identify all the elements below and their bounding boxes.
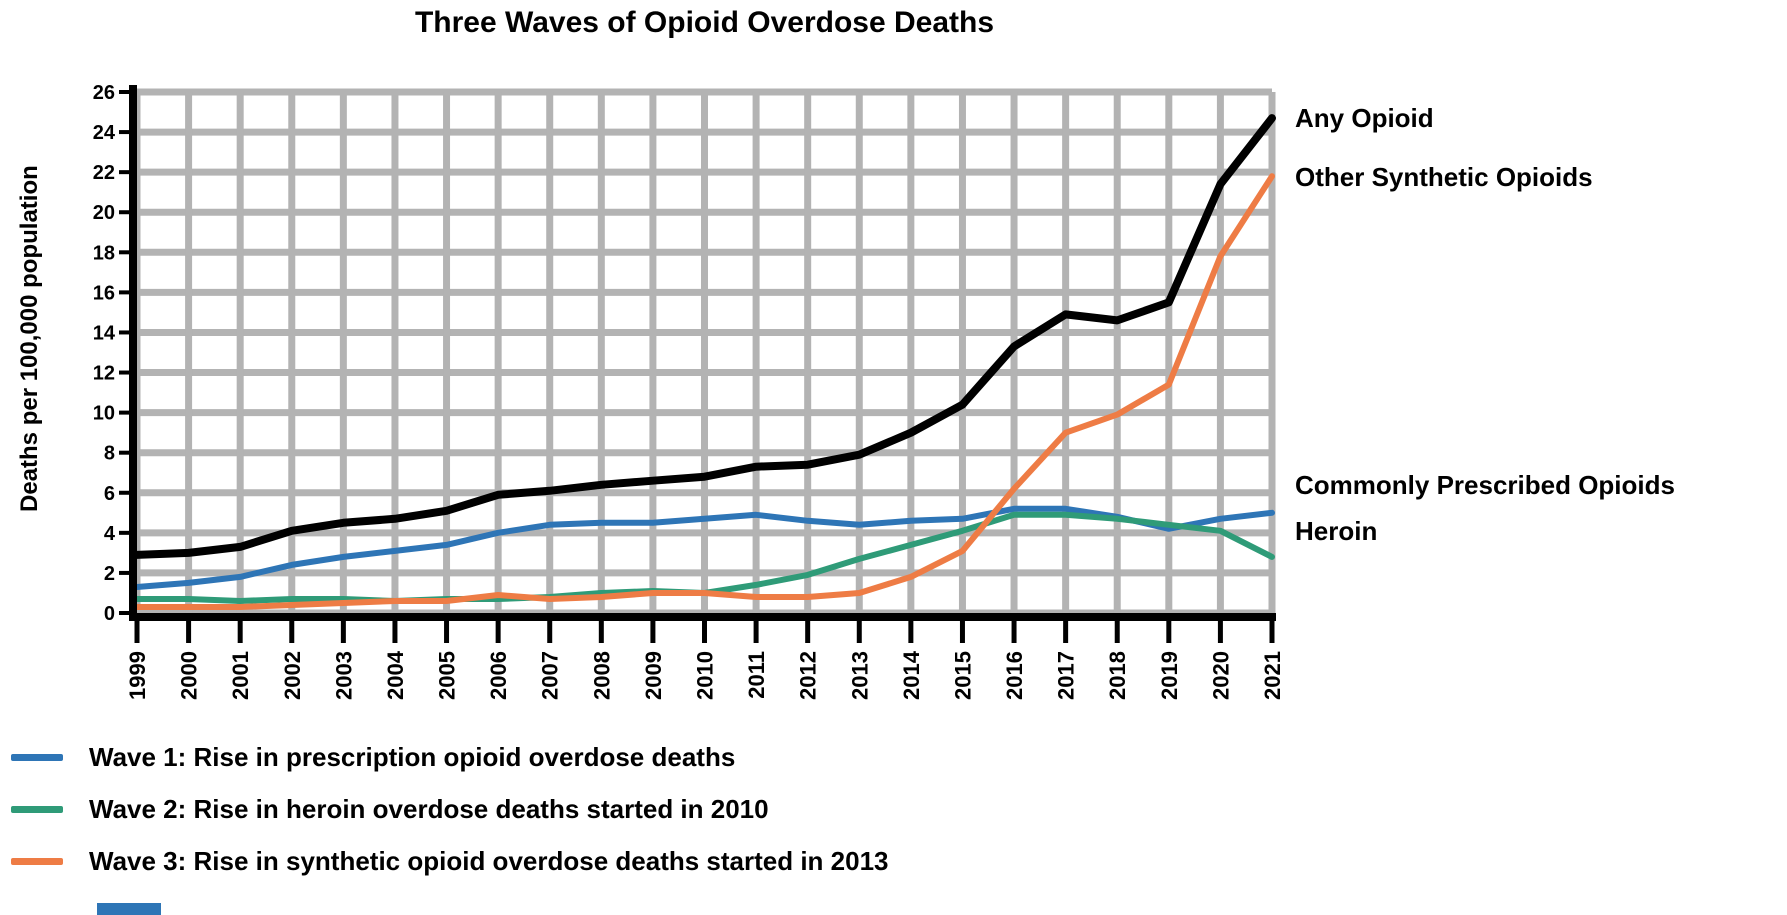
- x-tick-label: 2020: [1208, 651, 1233, 700]
- legend-label-wave3: Wave 3: Rise in synthetic opioid overdos…: [89, 846, 889, 876]
- legend-item-wave1: Wave 1: Rise in prescription opioid over…: [11, 742, 889, 773]
- legend-item-wave3: Wave 3: Rise in synthetic opioid overdos…: [11, 846, 889, 877]
- y-tick-label: 14: [93, 322, 116, 344]
- x-tick-label: 2010: [693, 651, 718, 700]
- x-tick-label: 2015: [951, 651, 976, 700]
- series-lines: [133, 114, 1276, 610]
- x-tick-label: 1999: [125, 651, 150, 700]
- wave3-line-swatch: [11, 858, 63, 865]
- annotation-other-synthetic-opioids: Other Synthetic Opioids: [1295, 162, 1593, 192]
- x-tick-label: 2017: [1054, 651, 1079, 700]
- x-tick-label: 2000: [177, 651, 202, 700]
- line-other-synthetic-opioids: [134, 173, 1275, 610]
- x-tick-label: 2016: [1002, 651, 1027, 700]
- y-tick-label: 22: [93, 162, 115, 184]
- legend-item-wave2: Wave 2: Rise in heroin overdose deaths s…: [11, 794, 889, 825]
- y-tick-label: 26: [93, 82, 115, 104]
- x-tick-label: 2001: [228, 651, 253, 700]
- x-tick-label: 2012: [796, 651, 821, 700]
- annotation-any-opioid: Any Opioid: [1295, 103, 1434, 133]
- grid-lines: [133, 88, 1276, 617]
- legend: Wave 1: Rise in prescription opioid over…: [11, 742, 889, 898]
- x-tick-label: 2011: [744, 651, 769, 699]
- y-tick-label: 6: [104, 483, 115, 505]
- chart-title: Three Waves of Opioid Overdose Deaths: [414, 6, 995, 39]
- y-tick-label: 18: [93, 242, 115, 264]
- x-tick-label: 2019: [1157, 651, 1182, 700]
- x-tick-label: 2014: [899, 650, 924, 700]
- wave2-line-swatch: [11, 806, 63, 813]
- x-tick-label: 2006: [486, 651, 511, 700]
- annotation-commonly-prescribed-opioids: Commonly Prescribed Opioids: [1295, 470, 1675, 500]
- y-tick-label: 4: [104, 523, 116, 545]
- y-axis-title: Deaths per 100,000 population: [16, 165, 43, 512]
- y-tick-label: 16: [93, 282, 115, 304]
- x-tick-label: 2018: [1105, 651, 1130, 700]
- x-tick-label: 2004: [383, 650, 408, 700]
- axes: [129, 85, 1276, 621]
- partial-blue-element: [97, 903, 161, 915]
- y-tick-label: 10: [93, 403, 115, 425]
- x-tick-label: 2002: [280, 651, 305, 700]
- y-tick-label: 20: [93, 202, 115, 224]
- x-tick-label: 2007: [538, 651, 563, 700]
- legend-label-wave1: Wave 1: Rise in prescription opioid over…: [89, 742, 736, 772]
- x-tick-label: 2005: [435, 651, 460, 700]
- legend-label-wave2: Wave 2: Rise in heroin overdose deaths s…: [89, 794, 769, 824]
- wave1-line-swatch: [11, 754, 63, 761]
- y-tick-label: 0: [104, 603, 115, 625]
- line-any-opioid: [133, 114, 1276, 559]
- x-tick-label: 2003: [331, 651, 356, 700]
- x-tick-label: 2013: [847, 651, 872, 700]
- annotation-heroin: Heroin: [1295, 516, 1378, 546]
- x-tick-label: 2008: [589, 651, 614, 700]
- y-tick-label: 12: [93, 363, 115, 385]
- y-tick-label: 2: [104, 563, 115, 585]
- line-commonly-prescribed-opioids: [134, 505, 1275, 590]
- x-tick-label: 2009: [641, 651, 666, 700]
- x-tick-label: 2021: [1260, 651, 1285, 700]
- y-tick-label: 8: [104, 443, 115, 465]
- y-tick-label: 24: [93, 122, 116, 144]
